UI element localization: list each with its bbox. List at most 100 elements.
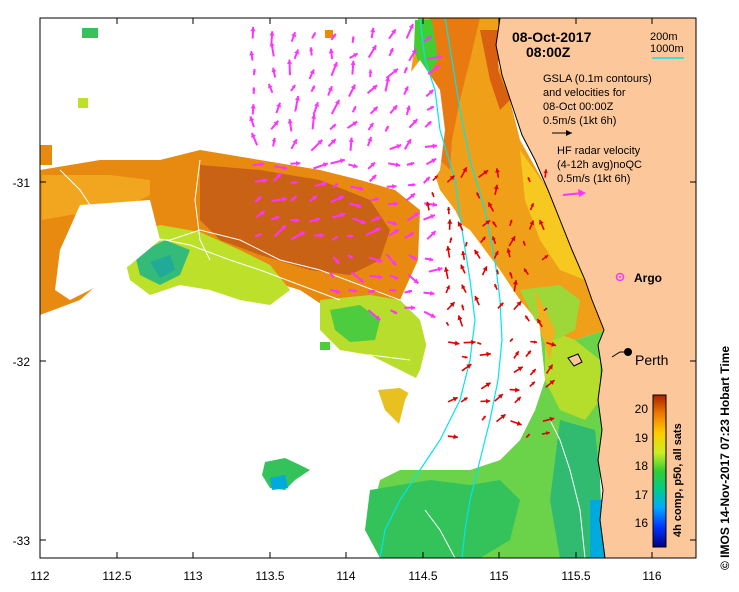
gsla-vector-head <box>446 207 451 211</box>
gsla-vector-head <box>461 304 465 308</box>
hf-vector-head <box>396 144 402 149</box>
gsla-vector-head <box>474 249 480 255</box>
gsla-vector-head <box>449 237 453 241</box>
hf-vector-head <box>335 289 341 294</box>
hf-vector-head <box>358 186 364 191</box>
hf-vector-head <box>257 196 262 201</box>
x-tick-label: 112 <box>30 569 49 583</box>
hf-vector-head <box>369 123 374 128</box>
gsla-vector-head <box>488 202 493 208</box>
hf-vector-head <box>259 161 265 167</box>
x-axis: 112 112.5 113 113.5 114 114.5 115 115.5 … <box>30 569 661 583</box>
gsla-vector-head <box>529 220 535 226</box>
hf-vector-head <box>292 196 297 200</box>
colorbar: 20 19 18 17 16 4h comp, p50, all sats <box>635 394 684 548</box>
hf-vector-head <box>330 139 336 144</box>
hf-vector-head <box>367 137 373 142</box>
gsla-vector-head <box>466 364 472 369</box>
hf-vector-head <box>334 99 340 105</box>
title-block: 08-Oct-2017 08:00Z <box>512 29 592 60</box>
gsla-vector-head <box>462 167 467 173</box>
gsla-line-3: 08-Oct 00:00Z <box>543 101 614 113</box>
hf-vector-head <box>430 231 436 236</box>
hf-vector-head <box>410 161 415 166</box>
hf-vector-head <box>295 218 300 223</box>
hf-vector-head <box>331 274 334 278</box>
hf-vector-head <box>309 47 314 52</box>
hf-vector-head <box>371 45 377 51</box>
gsla-vector-head <box>545 431 550 436</box>
legend-1000m: 1000m <box>650 43 684 55</box>
hf-vector-head <box>292 139 297 145</box>
hf-vector-head <box>269 41 275 47</box>
x-tick-label: 116 <box>642 569 661 583</box>
hf-vector-head <box>392 184 397 189</box>
gsla-vector-head <box>512 280 518 285</box>
hf-vector-head <box>350 84 356 90</box>
hf-vector-head <box>377 274 383 280</box>
gsla-vector-head <box>516 420 522 426</box>
hf-vector-head <box>252 87 256 91</box>
hf-vector-head <box>335 259 340 264</box>
hf-vector-head <box>315 217 321 223</box>
hf-vector-head <box>431 158 437 164</box>
hf-vector-head <box>412 119 418 125</box>
x-tick-label: 114 <box>336 569 355 583</box>
colorbar-gradient <box>652 394 667 548</box>
gsla-vector-head <box>533 340 537 344</box>
hf-vector-head <box>428 89 434 95</box>
hf-vector-head <box>393 310 398 314</box>
gsla-vector-head <box>483 415 486 419</box>
gsla-line-4: 0.5m/s (1kt 6h) <box>543 115 616 127</box>
hf-vector-head <box>258 233 262 237</box>
gsla-velocity-vectors <box>425 166 557 440</box>
hf-vector-head <box>393 229 399 235</box>
hf-vector-head <box>408 289 412 294</box>
hf-vector-head <box>271 67 277 73</box>
hf-vector-head <box>322 162 328 168</box>
hf-vector-head <box>252 68 256 72</box>
hf-vector-head <box>335 183 338 187</box>
gsla-vector-head <box>485 398 491 404</box>
y-tick-label: -32 <box>13 355 31 369</box>
gsla-vector-head <box>522 241 526 244</box>
gsla-vector-head <box>530 203 534 207</box>
gsla-vector-head <box>527 434 530 437</box>
hf-vector-head <box>275 215 280 221</box>
hf-vector-head <box>314 102 319 107</box>
gsla-vector-head <box>425 201 431 206</box>
hf-legend: HF radar velocity (4-12h avg)noQC 0.5m/s… <box>557 145 642 197</box>
gsla-vector-head <box>549 380 555 385</box>
colorbar-tick: 18 <box>635 459 649 473</box>
sst-field <box>40 18 610 558</box>
gsla-vector-head <box>482 266 488 272</box>
hf-vector-head <box>368 69 373 73</box>
gsla-vector-head <box>485 382 491 388</box>
hf-vector-head <box>437 266 443 272</box>
hf-vector-head <box>408 23 414 29</box>
gsla-vector-head <box>527 177 531 180</box>
gsla-vector-head <box>486 351 491 357</box>
hf-vector-head <box>268 83 273 89</box>
gsla-vector-head <box>549 416 555 422</box>
gsla-vector-head <box>483 170 489 175</box>
hf-vector-head <box>350 255 353 259</box>
x-tick-label: 113 <box>183 569 202 583</box>
hf-vector-head <box>370 27 376 33</box>
gsla-vector-head <box>531 381 535 386</box>
gsla-line-2: and velocities for <box>543 87 626 99</box>
hf-vector-head <box>404 86 409 91</box>
hf-vector-head <box>271 137 277 142</box>
hf-vector-head <box>276 173 282 179</box>
gsla-vector-head <box>492 236 496 241</box>
gsla-vector-head <box>551 341 556 347</box>
colorbar-tick: 16 <box>635 516 649 530</box>
hf-vector-head <box>432 143 437 149</box>
hf-vector-head <box>391 29 396 35</box>
gsla-vector-head <box>452 396 458 402</box>
hf-vector-head <box>412 255 417 260</box>
y-axis: -31 -32 -33 <box>13 176 31 548</box>
colorbar-label: 4h comp, p50, all sats <box>672 423 684 537</box>
hf-vector-head <box>259 210 265 216</box>
